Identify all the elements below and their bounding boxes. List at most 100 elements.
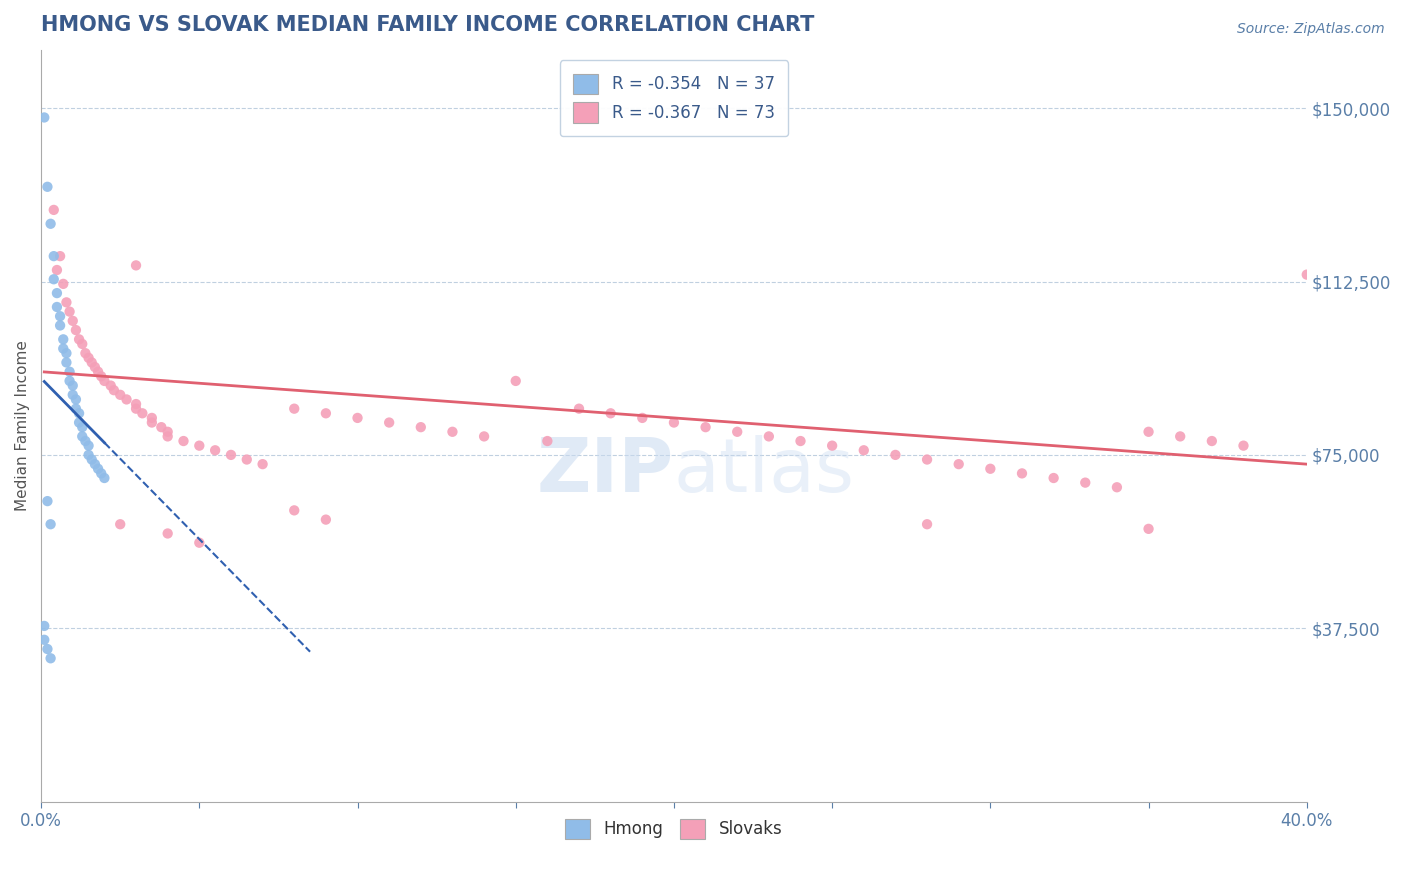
Text: HMONG VS SLOVAK MEDIAN FAMILY INCOME CORRELATION CHART: HMONG VS SLOVAK MEDIAN FAMILY INCOME COR… [41,15,814,35]
Point [49,310,72,324]
Point [505,374,527,388]
Point [100,378,122,392]
Point [1232,439,1254,453]
Point [58,365,80,379]
Point [1042,471,1064,485]
Point [725,425,748,439]
Point [42,249,65,263]
Point [1137,425,1160,439]
Point [125,397,148,411]
Point [156,425,179,439]
Point [62,314,84,328]
Point [77,351,100,365]
Point [83,360,105,375]
Point [45,300,67,314]
Point [32,632,55,647]
Point [441,425,464,439]
Point [150,420,173,434]
Point [67,416,90,430]
Point [67,406,90,420]
Point [52,342,75,356]
Point [83,457,105,471]
Point [67,332,90,346]
Point [188,535,211,549]
Y-axis label: Median Family Income: Median Family Income [15,341,30,511]
Point [77,439,100,453]
Point [315,406,337,420]
Point [599,406,621,420]
Point [58,304,80,318]
Point [662,416,685,430]
Point [62,388,84,402]
Point [173,434,195,448]
Point [1011,467,1033,481]
Point [93,471,115,485]
Point [156,526,179,541]
Point [37,494,59,508]
Legend: Hmong, Slovaks: Hmong, Slovaks [558,812,789,846]
Point [141,411,163,425]
Point [49,318,72,333]
Point [141,416,163,430]
Point [346,411,368,425]
Point [80,355,103,369]
Point [283,401,305,416]
Point [37,642,59,657]
Point [62,378,84,392]
Point [188,439,211,453]
Point [131,406,153,420]
Point [77,448,100,462]
Point [568,401,591,416]
Point [1105,480,1128,494]
Point [90,467,112,481]
Point [236,452,259,467]
Point [55,295,77,310]
Point [758,429,780,443]
Point [103,383,125,397]
Point [37,179,59,194]
Point [80,452,103,467]
Point [915,517,938,532]
Point [70,337,93,351]
Point [156,429,179,443]
Point [252,457,274,471]
Text: atlas: atlas [673,434,855,508]
Point [65,392,87,407]
Point [70,420,93,434]
Text: ZIP: ZIP [537,434,673,508]
Point [695,420,717,434]
Point [32,619,55,633]
Point [979,462,1001,476]
Point [42,272,65,286]
Point [32,111,55,125]
Point [115,392,138,407]
Point [789,434,811,448]
Point [821,439,844,453]
Point [90,369,112,384]
Point [204,443,226,458]
Point [42,202,65,217]
Text: Source: ZipAtlas.com: Source: ZipAtlas.com [1237,22,1385,37]
Point [39,217,62,231]
Point [631,411,654,425]
Point [75,434,97,448]
Point [1074,475,1097,490]
Point [39,651,62,665]
Point [948,457,970,471]
Point [52,277,75,291]
Point [315,513,337,527]
Point [125,259,148,273]
Point [1295,268,1317,282]
Point [58,374,80,388]
Point [75,346,97,360]
Point [45,263,67,277]
Point [52,332,75,346]
Point [884,448,907,462]
Point [1168,429,1191,443]
Point [110,517,132,532]
Point [70,429,93,443]
Point [536,434,558,448]
Point [49,249,72,263]
Point [39,517,62,532]
Point [219,448,242,462]
